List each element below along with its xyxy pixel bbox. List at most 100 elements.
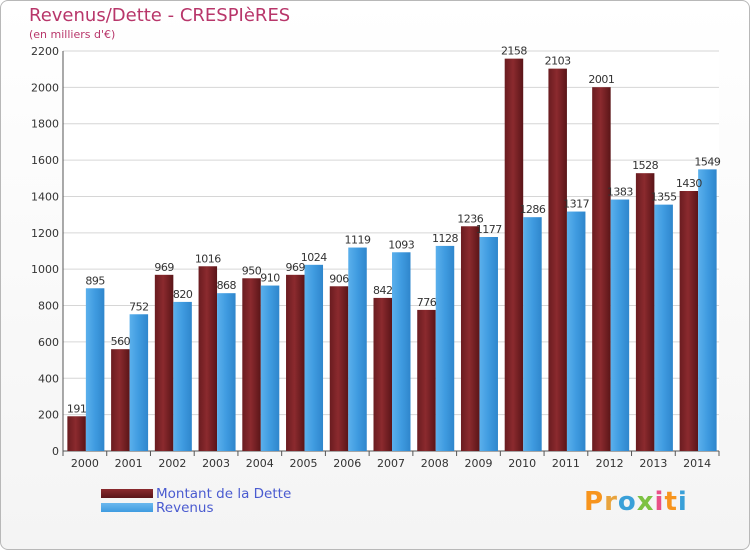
data-label-revenue: 1093	[388, 238, 414, 251]
data-label-revenue: 752	[129, 300, 149, 313]
legend: Montant de la Dette Revenus	[101, 487, 291, 515]
chart-subtitle: (en milliers d'€)	[29, 28, 116, 41]
data-label-debt: 1430	[676, 177, 702, 190]
data-label-debt: 969	[286, 261, 306, 274]
data-label-revenue: 820	[173, 288, 193, 301]
data-label-debt: 2001	[588, 73, 614, 86]
data-label-revenue: 1024	[301, 251, 327, 264]
proxiti-logo: Proxiti	[584, 487, 688, 517]
legend-item-debt: Montant de la Dette	[101, 487, 291, 501]
data-label-revenue: 910	[260, 272, 280, 285]
x-tick-label: 2001	[115, 457, 143, 470]
x-tick-label: 2003	[202, 457, 230, 470]
bar-debt	[504, 58, 524, 452]
data-label-revenue: 1119	[345, 234, 371, 247]
data-label-debt: 1236	[457, 212, 483, 225]
x-tick-label: 2000	[71, 457, 99, 470]
y-tick-label: 1600	[31, 154, 59, 167]
logo-letter: i	[677, 487, 688, 517]
bar-revenue	[85, 288, 105, 451]
bar-revenue	[523, 217, 542, 451]
bar-debt	[679, 191, 699, 451]
bar-debt	[635, 173, 655, 451]
x-tick-label: 2012	[596, 457, 624, 470]
bar-revenue	[435, 245, 455, 451]
logo-letter: t	[664, 487, 678, 517]
legend-label-debt: Montant de la Dette	[156, 486, 292, 502]
logo-letter: i	[654, 487, 665, 517]
bar-revenue	[217, 293, 236, 451]
y-tick-label: 1400	[31, 190, 59, 203]
y-tick-label: 200	[38, 409, 59, 422]
x-tick-label: 2008	[421, 457, 449, 470]
data-label-revenue: 1549	[694, 155, 720, 168]
data-label-revenue: 1355	[651, 191, 677, 204]
data-label-revenue: 1383	[607, 186, 633, 199]
data-label-debt: 2103	[545, 55, 571, 68]
x-tick-label: 2013	[639, 457, 667, 470]
bar-revenue	[392, 252, 411, 451]
chart-title: Revenus/Dette - CRESPIèRES	[29, 5, 291, 26]
bar-revenue	[304, 264, 324, 451]
x-tick-label: 2004	[246, 457, 274, 470]
bar-revenue	[698, 169, 717, 451]
data-label-debt: 776	[417, 296, 437, 309]
logo-letter: r	[604, 487, 618, 517]
y-tick-label: 600	[38, 336, 59, 349]
x-tick-label: 2011	[552, 457, 580, 470]
legend-item-revenue: Revenus	[101, 501, 291, 515]
legend-label-revenue: Revenus	[156, 500, 214, 516]
x-tick-label: 2002	[158, 457, 186, 470]
logo-letter: o	[617, 487, 637, 517]
bar-revenue	[610, 199, 630, 451]
data-label-revenue: 1128	[432, 232, 458, 245]
x-tick-label: 2007	[377, 457, 405, 470]
data-label-debt: 560	[111, 335, 131, 348]
bar-revenue	[348, 247, 367, 451]
y-tick-label: 2000	[31, 81, 59, 94]
y-tick-label: 1800	[31, 118, 59, 131]
bar-revenue	[479, 237, 498, 451]
bar-debt	[286, 274, 305, 451]
bar-revenue	[129, 314, 149, 451]
y-tick-label: 400	[38, 372, 59, 385]
data-label-revenue: 1177	[476, 223, 502, 236]
bar-debt	[154, 274, 174, 451]
data-label-revenue: 1317	[563, 198, 589, 211]
data-label-revenue: 1286	[519, 203, 545, 216]
x-tick-label: 2009	[464, 457, 492, 470]
bar-debt	[592, 87, 611, 451]
data-label-debt: 842	[373, 284, 393, 297]
bar-debt	[460, 226, 480, 451]
data-label-debt: 969	[154, 261, 174, 274]
bar-revenue	[566, 211, 586, 451]
y-tick-label: 0	[52, 445, 59, 458]
data-label-debt: 1528	[632, 159, 658, 172]
bar-revenue	[260, 285, 280, 451]
data-label-revenue: 895	[85, 274, 105, 287]
data-label-debt: 2158	[501, 45, 527, 58]
bar-debt	[242, 278, 261, 451]
data-label-debt: 191	[67, 402, 87, 415]
bar-debt	[373, 297, 392, 451]
y-tick-label: 1000	[31, 263, 59, 276]
data-label-debt: 950	[242, 264, 262, 277]
data-label-debt: 1016	[195, 252, 221, 265]
bar-revenue	[173, 301, 192, 451]
logo-letter: P	[584, 487, 605, 517]
y-tick-label: 1200	[31, 227, 59, 240]
x-tick-label: 2014	[683, 457, 711, 470]
bar-debt	[329, 286, 349, 451]
bar-revenue	[654, 204, 673, 451]
x-tick-label: 2005	[290, 457, 318, 470]
legend-swatch-debt	[101, 489, 153, 498]
logo-letter: x	[636, 487, 655, 517]
y-tick-label: 800	[38, 300, 59, 313]
bar-debt	[111, 349, 130, 451]
y-tick-label: 2200	[31, 45, 59, 58]
bar-debt	[417, 309, 436, 451]
bar-debt	[67, 416, 86, 451]
legend-swatch-revenue	[101, 503, 153, 512]
